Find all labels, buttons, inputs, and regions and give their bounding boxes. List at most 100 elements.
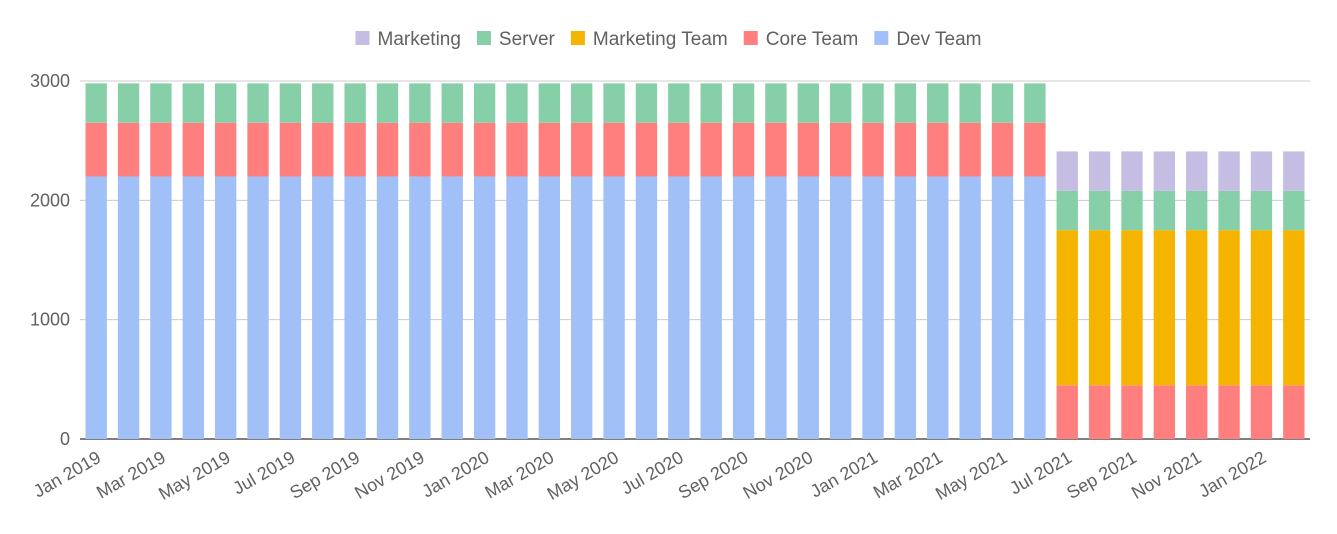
bar-segment-server <box>344 83 366 123</box>
bar-segment-server <box>1024 83 1046 123</box>
bar-segment-server <box>1186 190 1208 231</box>
legend-label: Marketing Team <box>593 29 728 50</box>
bar-segment-dev-team <box>797 176 819 439</box>
legend-swatch <box>355 31 370 45</box>
bar-segment-dev-team <box>829 176 852 439</box>
bar-segment-server <box>1283 190 1305 231</box>
bar-segment-marketing <box>1186 151 1208 191</box>
bar-segment-core-team <box>765 122 787 177</box>
bar-segment-core-team <box>150 122 172 177</box>
bar-segment-core-team <box>506 122 528 177</box>
bar-segment-core-team <box>409 122 431 177</box>
legend-label: Core Team <box>766 29 859 50</box>
bar-segment-dev-team <box>376 176 399 439</box>
bar-segment-marketing-team <box>1121 230 1143 386</box>
bar-segment-core-team <box>1024 122 1046 177</box>
bar-segment-server <box>1088 190 1111 231</box>
bar-segment-core-team <box>1250 385 1273 439</box>
bar-segment-server <box>927 83 949 123</box>
bar-segment-dev-team <box>279 176 302 439</box>
bar-segment-core-team <box>247 122 269 177</box>
bar-segment-core-team <box>668 122 690 177</box>
bar-segment-server <box>1121 190 1143 231</box>
bar-segment-core-team <box>441 122 463 177</box>
bar-segment-dev-team <box>85 176 107 439</box>
bar-segment-marketing <box>1088 151 1111 191</box>
legend-swatch <box>743 31 758 45</box>
x-tick-label: Mar 2019 <box>93 447 169 502</box>
bar-segment-server <box>732 83 755 123</box>
bar-segment-server <box>894 83 917 123</box>
bar-segment-server <box>538 83 561 123</box>
bar-segment-server <box>668 83 690 123</box>
bar-segment-dev-team <box>214 176 237 439</box>
bar-segment-core-team <box>732 122 755 177</box>
bar-segment-dev-team <box>732 176 755 439</box>
bar-segment-marketing-team <box>1153 230 1176 386</box>
bar-segment-marketing-team <box>1056 230 1078 386</box>
bar-segment-server <box>214 83 237 123</box>
bar-segment-dev-team <box>409 176 431 439</box>
bar-segment-core-team <box>117 122 140 177</box>
bar-segment-core-team <box>571 122 593 177</box>
bar-segment-core-team <box>829 122 852 177</box>
x-tick-label: Jan 2020 <box>418 447 492 501</box>
bar-segment-server <box>862 83 884 123</box>
y-tick-label: 1000 <box>30 310 70 330</box>
x-tick-label: May 2019 <box>155 447 233 504</box>
bar-segment-server <box>603 83 625 123</box>
bar-segment-server <box>829 83 852 123</box>
bar-segment-core-team <box>894 122 917 177</box>
bar-segment-marketing <box>1218 151 1240 191</box>
bar-segment-core-team <box>1088 385 1111 439</box>
bar-segment-core-team <box>862 122 884 177</box>
bar-segment-core-team <box>214 122 237 177</box>
x-tick-label: Nov 2021 <box>1128 447 1205 503</box>
bar-segment-marketing <box>1121 151 1143 191</box>
bar-segment-core-team <box>182 122 204 177</box>
x-tick-label: Jan 2021 <box>807 447 881 501</box>
x-tick-label: Jan 2022 <box>1195 447 1269 501</box>
bar-segment-core-team <box>1153 385 1176 439</box>
bar-segment-server <box>1153 190 1176 231</box>
bar-segment-server <box>85 83 107 123</box>
bar-segment-dev-team <box>700 176 722 439</box>
bar-segment-dev-team <box>635 176 658 439</box>
bar-segment-core-team <box>1056 385 1078 439</box>
bar-segment-dev-team <box>441 176 463 439</box>
legend-swatch <box>874 31 889 45</box>
bar-segment-server <box>376 83 399 123</box>
bar-segment-core-team <box>344 122 366 177</box>
x-tick-label: Jul 2019 <box>229 447 298 498</box>
bar-segment-dev-team <box>182 176 204 439</box>
x-tick-label: Nov 2020 <box>740 447 817 503</box>
bar-segment-server <box>150 83 172 123</box>
bar-segment-dev-team <box>765 176 787 439</box>
bar-segment-dev-team <box>344 176 366 439</box>
x-tick-label: Jul 2020 <box>618 447 687 498</box>
x-tick-label: Jan 2019 <box>30 447 104 501</box>
bar-segment-core-team <box>797 122 819 177</box>
bar-segment-core-team <box>312 122 334 177</box>
bar-segment-server <box>117 83 140 123</box>
bar-segment-marketing-team <box>1283 230 1305 386</box>
x-tick-label: Nov 2019 <box>351 447 428 503</box>
bar-segment-server <box>700 83 722 123</box>
bar-segment-marketing-team <box>1186 230 1208 386</box>
bar-segment-server <box>1056 190 1078 231</box>
bar-segment-core-team <box>635 122 658 177</box>
x-tick-label: May 2020 <box>544 447 622 504</box>
x-tick-label: Jul 2021 <box>1006 447 1075 498</box>
legend-swatch <box>476 31 491 45</box>
bar-segment-core-team <box>1121 385 1143 439</box>
bar-segment-server <box>247 83 269 123</box>
bars <box>85 83 1305 439</box>
bar-segment-server <box>182 83 204 123</box>
bar-segment-marketing-team <box>1250 230 1273 386</box>
bar-segment-server <box>635 83 658 123</box>
bar-segment-dev-team <box>894 176 917 439</box>
bar-segment-marketing <box>1283 151 1305 191</box>
bar-segment-server <box>441 83 463 123</box>
